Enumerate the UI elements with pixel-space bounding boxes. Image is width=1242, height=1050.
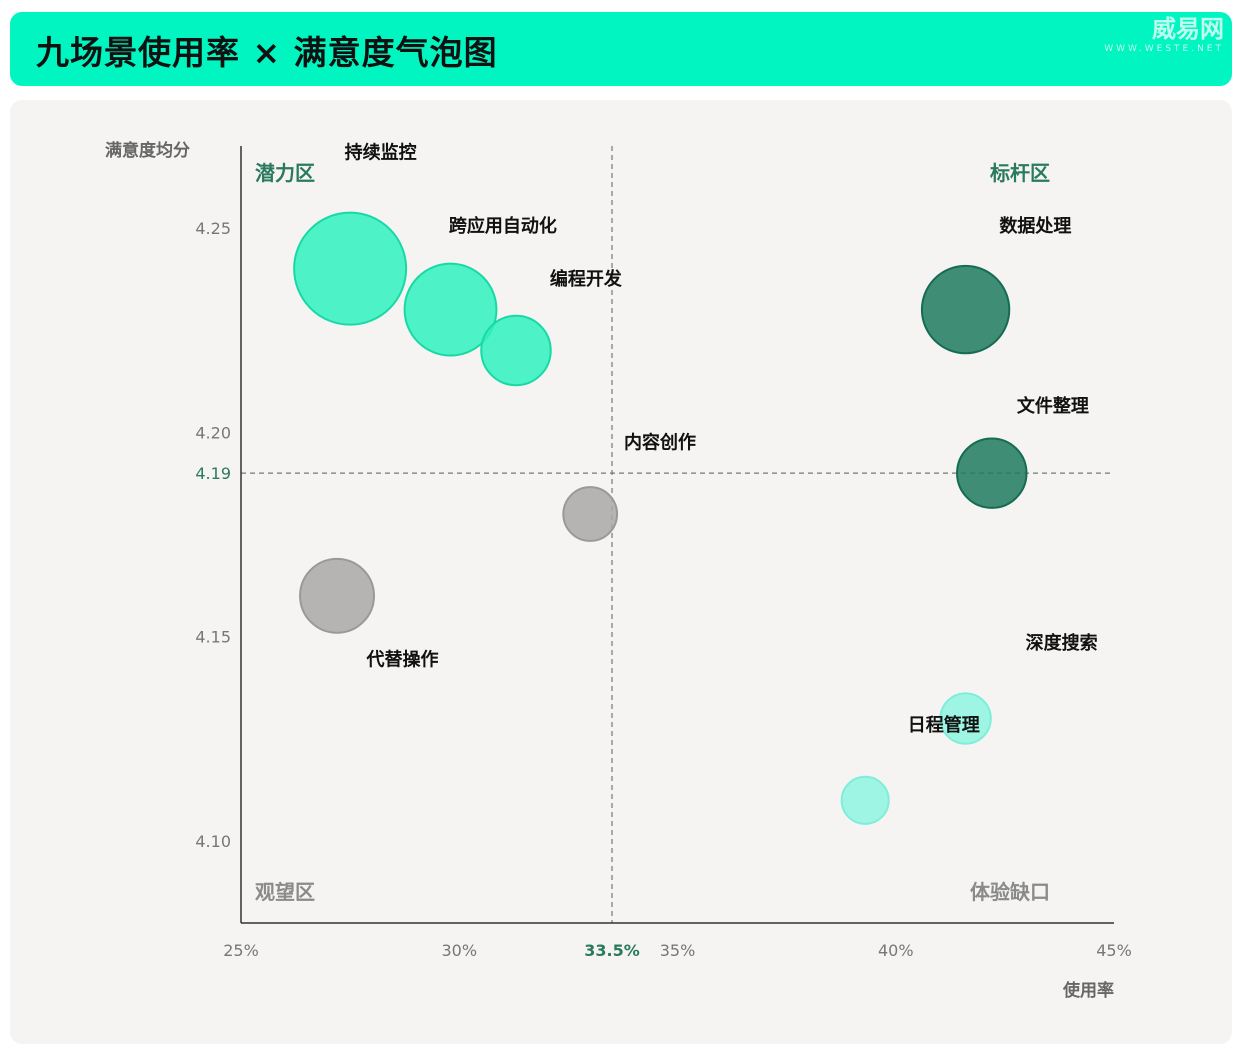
bubble-label: 日程管理 <box>908 714 980 736</box>
watermark-url: WWW.WESTE.NET <box>1104 44 1224 54</box>
bubble-深度搜索 <box>939 692 992 745</box>
bubble-label: 跨应用自动化 <box>449 215 557 237</box>
quadrant-label-watch: 观望区 <box>255 880 315 904</box>
bubble-内容创作 <box>562 486 619 542</box>
bubble-日程管理 <box>840 775 890 825</box>
chart-panel: 25% 30% 35% 40% 45% 4.25 4.20 4.15 4.10 33.5% 4.19… <box>10 100 1232 1044</box>
reference-label-y: 4.19 <box>195 464 231 483</box>
y-tick-label: 4.15 <box>195 628 231 647</box>
y-tick-label: 4.20 <box>195 423 231 442</box>
quadrant-label-potential: 潜力区 <box>255 161 315 185</box>
bubble-label: 数据处理 <box>999 215 1071 237</box>
bubble-label: 代替操作 <box>366 648 439 670</box>
bubble-数据处理 <box>920 264 1011 355</box>
bubble-编程开发 <box>480 314 552 387</box>
bubble-label: 深度搜索 <box>1026 632 1098 654</box>
bubble-文件整理 <box>956 437 1028 509</box>
bubble-跨应用自动化 <box>403 262 498 357</box>
bubble-持续监控 <box>293 211 408 326</box>
y-tick-label: 4.10 <box>195 832 231 851</box>
y-tick-label: 4.25 <box>195 219 231 238</box>
page-title: 九场景使用率 × 满意度气泡图 <box>36 33 498 72</box>
bubble-label: 编程开发 <box>550 268 623 290</box>
quadrant-label-benchmark: 标杆区 <box>990 161 1050 185</box>
watermark-logo-text: 威易网 <box>1152 15 1224 43</box>
bubble-label: 持续监控 <box>345 141 417 163</box>
header-bar: 九场景使用率 × 满意度气泡图 威易网 WWW.WESTE.NET <box>10 12 1232 86</box>
x-tick-label: 30% <box>441 941 477 960</box>
reference-label-x: 33.5% <box>584 941 640 960</box>
bubble-label: 文件整理 <box>1017 395 1089 417</box>
bubble-chart: 25% 30% 35% 40% 45% 4.25 4.20 4.15 4.10 33.5% 4.19… <box>105 140 1132 1001</box>
bubble-label: 内容创作 <box>624 432 696 454</box>
x-tick-label: 40% <box>878 941 914 960</box>
quadrant-label-gap: 体验缺口 <box>970 880 1050 904</box>
x-axis-title: 使用率 <box>1062 980 1114 1001</box>
y-axis-title: 满意度均分 <box>105 140 190 161</box>
watermark: 威易网 WWW.WESTE.NET <box>1104 14 1224 54</box>
x-tick-label: 45% <box>1096 941 1132 960</box>
bubble-代替操作 <box>299 557 375 634</box>
x-tick-label: 35% <box>660 941 696 960</box>
x-tick-label: 25% <box>223 941 259 960</box>
